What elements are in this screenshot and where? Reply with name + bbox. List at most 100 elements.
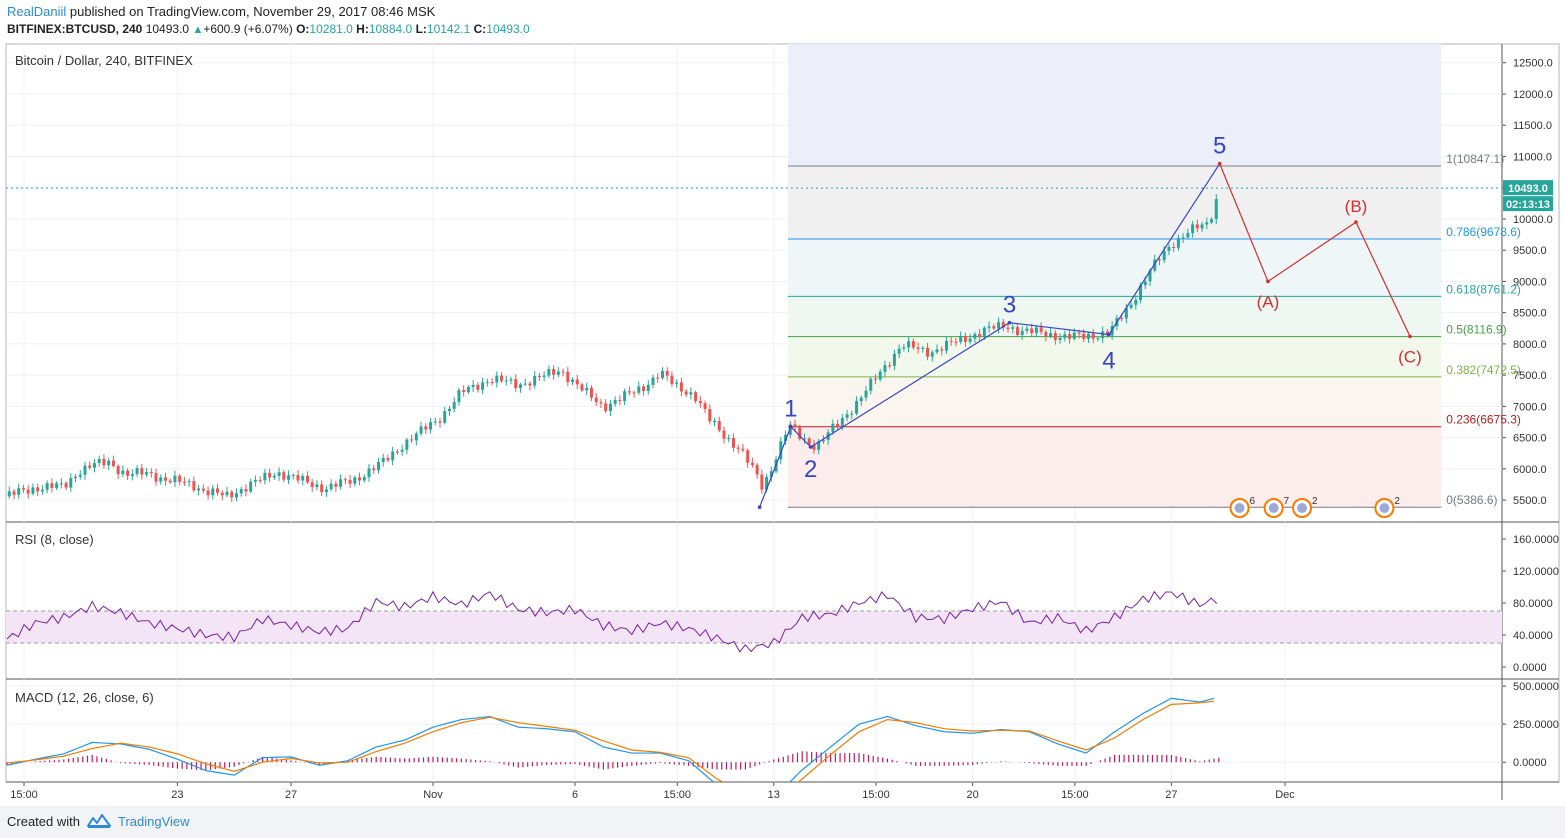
- candle-body: [1077, 332, 1081, 334]
- candle-body: [419, 426, 423, 434]
- time-tick-label: 27: [1165, 789, 1177, 801]
- close-value: 10493.0: [486, 22, 530, 36]
- candle: [523, 378, 527, 387]
- candle-body: [997, 322, 1001, 329]
- candle: [476, 382, 480, 393]
- candle: [812, 439, 816, 454]
- candle: [55, 481, 59, 490]
- candle-body: [83, 465, 87, 475]
- candle: [135, 465, 139, 477]
- candle-body: [376, 461, 380, 471]
- event-count: 6: [1250, 496, 1256, 507]
- candle-body: [869, 378, 873, 391]
- candle: [717, 416, 721, 433]
- candle-body: [845, 414, 849, 418]
- candle-body: [632, 392, 636, 394]
- candle-body: [594, 397, 598, 403]
- candle-body: [580, 384, 584, 391]
- candle-body: [277, 472, 281, 476]
- candle-body: [1191, 224, 1195, 233]
- candle-body: [571, 379, 575, 383]
- candle-body: [514, 379, 518, 389]
- candle-body: [1015, 327, 1019, 335]
- event-flag-icon: [1234, 503, 1245, 513]
- candle-body: [457, 390, 461, 402]
- candle-body: [97, 458, 101, 464]
- candle: [571, 377, 575, 386]
- candle: [386, 454, 390, 463]
- candle-body: [1086, 333, 1090, 339]
- candle: [201, 484, 205, 494]
- candle-body: [992, 326, 996, 329]
- candle: [954, 337, 958, 347]
- candle: [438, 417, 442, 428]
- candle-body: [1120, 318, 1124, 320]
- candle: [419, 421, 423, 437]
- candle: [1086, 331, 1090, 344]
- created-with-text: Created with: [7, 814, 80, 829]
- abc-pivot: [1408, 334, 1412, 339]
- footer-bar: Created with TradingView: [0, 806, 1565, 838]
- candle: [779, 437, 783, 465]
- candle: [547, 365, 551, 379]
- candle-body: [462, 390, 466, 393]
- candle-body: [102, 458, 106, 466]
- candle: [580, 382, 584, 393]
- candle-body: [1030, 328, 1034, 333]
- candle-body: [750, 462, 754, 465]
- event-flag-icon: [1297, 503, 1308, 513]
- tradingview-logo-icon[interactable]: [86, 812, 112, 830]
- candle-body: [613, 399, 617, 404]
- tradingview-link[interactable]: TradingView: [118, 814, 190, 829]
- candle: [1210, 217, 1214, 225]
- fib-zone: [788, 44, 1442, 167]
- candle: [1039, 322, 1043, 335]
- candle-body: [949, 340, 953, 342]
- candle: [1034, 325, 1038, 338]
- candle-body: [1143, 281, 1147, 286]
- candle: [481, 377, 485, 395]
- candle-body: [50, 483, 54, 488]
- chart-canvas[interactable]: 15:00 23 27 Nov 6 15:00 13 15:00 20 15:00 27 Dec550…: [0, 0, 1565, 806]
- fib-level-label: 0(5386.6): [1446, 493, 1497, 507]
- candle: [892, 349, 896, 371]
- candle: [253, 475, 257, 487]
- candle: [443, 406, 447, 425]
- candle: [627, 386, 631, 396]
- candle: [1025, 325, 1029, 334]
- event-count: 7: [1284, 496, 1290, 507]
- candle-body: [7, 491, 11, 497]
- candle-body: [315, 484, 319, 488]
- author-link[interactable]: RealDaniil: [7, 4, 67, 19]
- candle: [1195, 219, 1199, 233]
- candle: [561, 368, 565, 377]
- candle: [802, 433, 806, 444]
- open-value: 10281.0: [309, 22, 353, 36]
- candle-body: [1011, 327, 1015, 329]
- candle: [462, 385, 466, 397]
- candle: [1129, 301, 1133, 310]
- candle-body: [348, 479, 352, 484]
- candle-body: [675, 382, 679, 384]
- candle-body: [864, 390, 868, 398]
- candle-body: [225, 491, 229, 496]
- candle: [552, 365, 556, 380]
- candle-body: [452, 401, 456, 409]
- candle: [88, 461, 92, 470]
- candle-body: [836, 423, 840, 427]
- candle-body: [272, 475, 276, 478]
- candle-body: [216, 488, 220, 493]
- candle-body: [1195, 224, 1199, 229]
- candle: [140, 463, 144, 480]
- candle: [784, 430, 788, 445]
- candle: [1096, 336, 1100, 342]
- candle-body: [504, 380, 508, 382]
- candle: [126, 468, 130, 480]
- candle: [178, 473, 182, 486]
- candle: [277, 467, 281, 481]
- candle: [429, 417, 433, 434]
- candle: [17, 483, 21, 499]
- candle: [997, 317, 1001, 334]
- candle-body: [1034, 327, 1038, 333]
- candle-body: [339, 479, 343, 487]
